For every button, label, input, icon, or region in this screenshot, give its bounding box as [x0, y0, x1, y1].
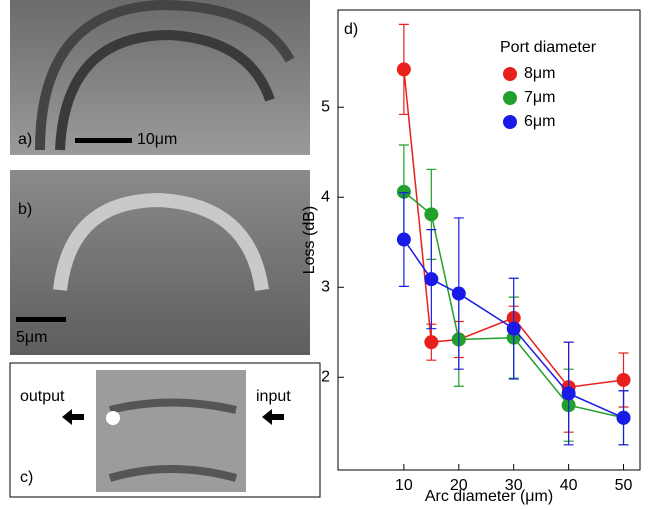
legend-marker	[503, 91, 517, 105]
arc	[55, 29, 275, 151]
input-label: input	[256, 388, 291, 405]
scale-bar	[16, 317, 66, 322]
panel-a: a) 10μm	[10, 0, 310, 155]
x-tick-label: 20	[450, 477, 468, 494]
data-point	[561, 386, 576, 401]
frame	[9, 362, 321, 498]
arc	[35, 0, 295, 151]
y-tick-label: 3	[321, 278, 330, 295]
chart: d) 2 3 4 5 10 20 30 40 50 Arc diameter (μm) Loss (…	[301, 9, 641, 505]
x-tick-label: 50	[615, 477, 633, 494]
legend-marker	[503, 67, 517, 81]
output-label: output	[20, 388, 65, 405]
panel-c: output input c)	[9, 362, 321, 498]
data-point	[424, 207, 439, 222]
x-tick-label: 10	[395, 477, 413, 494]
panel-label: c)	[20, 469, 33, 486]
waveguide	[108, 465, 238, 482]
y-tick-label: 2	[321, 368, 330, 385]
series-line	[403, 239, 624, 419]
legend-label: 7μm	[524, 89, 555, 106]
x-axis-label: Arc diameter (μm)	[425, 488, 553, 505]
scale-bar	[75, 138, 132, 143]
data-point	[616, 372, 631, 387]
series-line	[403, 69, 624, 388]
panel-label: b)	[18, 201, 32, 218]
x-tick-label: 40	[560, 477, 578, 494]
data-point	[424, 335, 439, 350]
y-axis-label: Loss (dB)	[301, 206, 318, 274]
x-tick-label: 30	[505, 477, 523, 494]
panel-label: a)	[18, 131, 32, 148]
data-point	[616, 410, 631, 425]
data-point	[424, 272, 439, 287]
y-tick-label: 4	[321, 188, 330, 205]
data-point	[396, 232, 411, 247]
data-point	[396, 184, 411, 199]
panel-label: d)	[344, 21, 358, 38]
data-point	[506, 321, 521, 336]
waveguide	[109, 398, 237, 414]
legend-title: Port diameter	[500, 39, 597, 56]
panel-b: b) 5μm	[10, 170, 310, 355]
legend-marker	[503, 115, 517, 129]
data-point	[451, 286, 466, 301]
plot-frame	[337, 9, 641, 471]
arrow	[262, 409, 284, 425]
scale-label: 5μm	[16, 329, 47, 346]
arc	[53, 192, 269, 292]
output-spot	[106, 411, 120, 425]
arrow	[62, 409, 84, 425]
scale-label: 10μm	[137, 131, 177, 148]
data-point	[396, 62, 411, 77]
y-tick-label: 5	[321, 98, 330, 115]
legend-label: 8μm	[524, 65, 555, 82]
legend-label: 6μm	[524, 113, 555, 130]
